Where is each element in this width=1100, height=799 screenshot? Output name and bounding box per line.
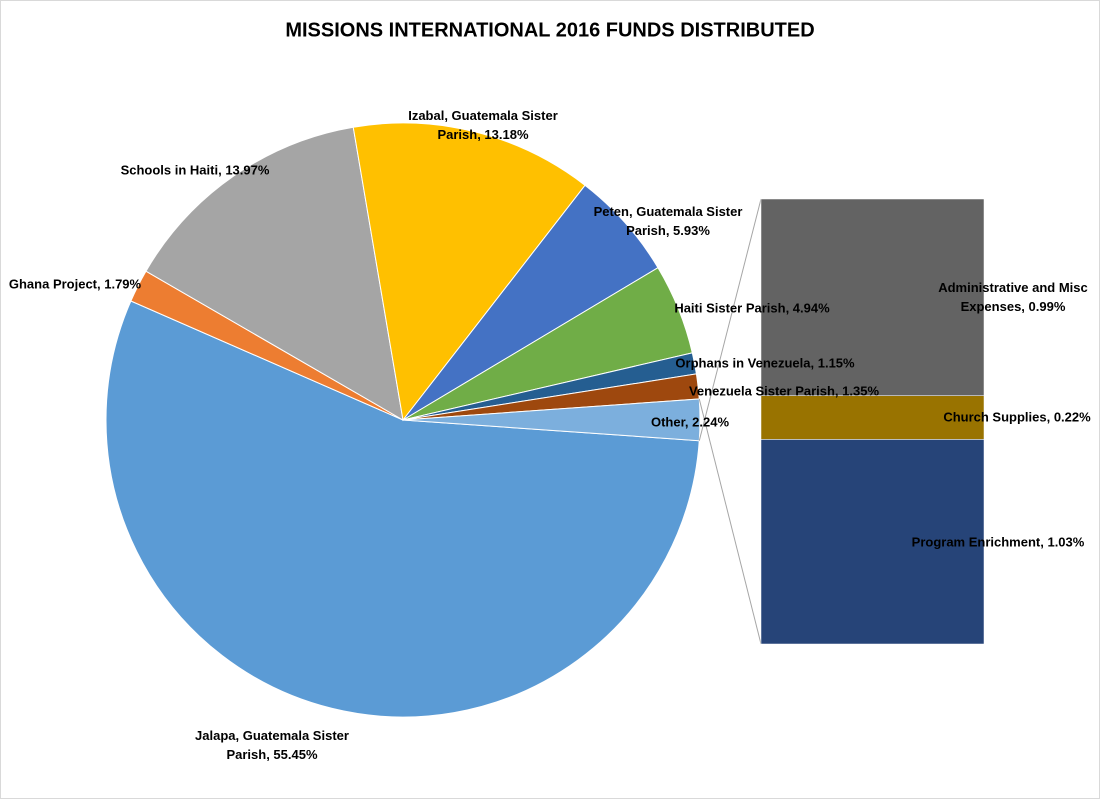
data-label: Peten, Guatemala Sister Parish, 5.93%: [594, 204, 743, 238]
data-label: Izabal, Guatemala Sister Parish, 13.18%: [408, 108, 558, 142]
bar-segment: [760, 198, 985, 396]
pie-slice: [105, 300, 700, 718]
data-label: Schools in Haiti, 13.97%: [121, 162, 270, 177]
data-label: Church Supplies, 0.22%: [943, 409, 1091, 424]
data-label: Program Enrichment, 1.03%: [912, 534, 1085, 549]
data-label: Ghana Project, 1.79%: [9, 276, 142, 291]
pie-slice: [352, 122, 586, 422]
data-label: Jalapa, Guatemala Sister Parish, 55.45%: [195, 728, 349, 762]
data-label: Administrative and Misc Expenses, 0.99%: [938, 280, 1088, 314]
bar-segment: [760, 439, 985, 645]
data-label: Venezuela Sister Parish, 1.35%: [689, 383, 879, 398]
connector-line: [698, 398, 762, 645]
chart-title: MISSIONS INTERNATIONAL 2016 FUNDS DISTRI…: [285, 19, 814, 41]
connector-line: [698, 198, 762, 441]
data-label: Haiti Sister Parish, 4.94%: [674, 300, 830, 315]
pie-slice: [145, 126, 404, 421]
bar-segment: [760, 395, 985, 440]
data-label: Other, 2.24%: [651, 414, 729, 429]
data-label: Orphans in Venezuela, 1.15%: [675, 355, 855, 370]
